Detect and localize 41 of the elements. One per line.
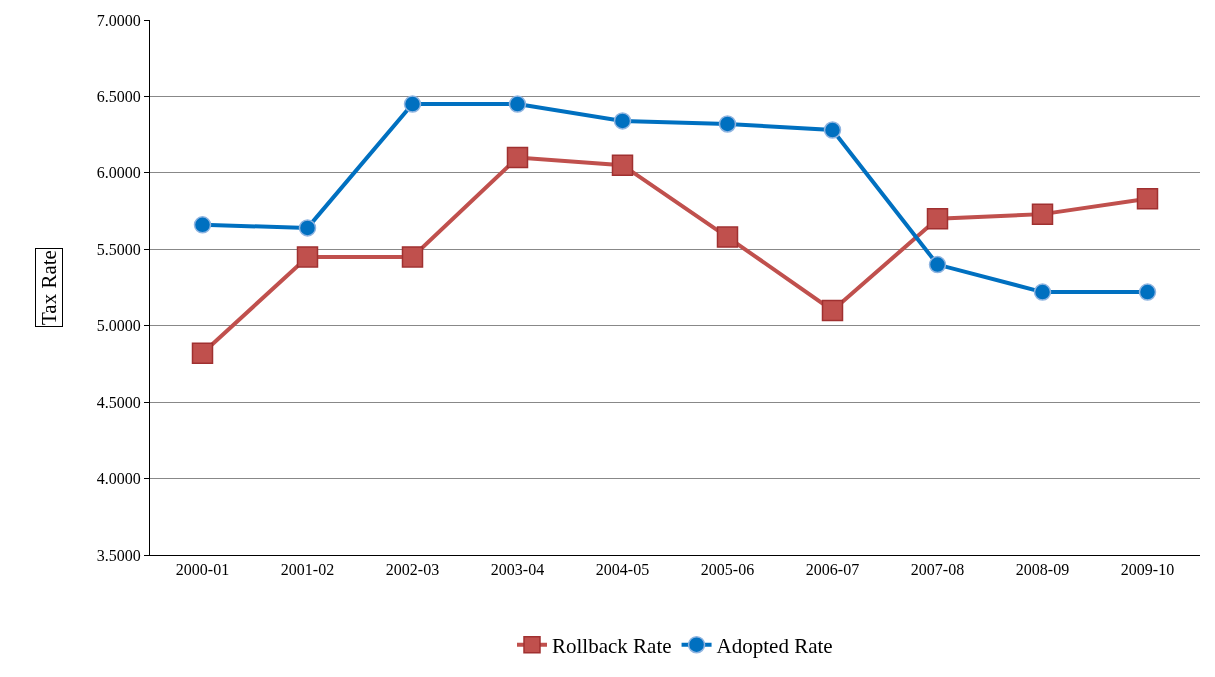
y-tick-label: 5.0000 (96, 317, 141, 335)
x-tick-label: 2000-01 (175, 561, 230, 579)
point (821, 299, 844, 322)
point (716, 226, 739, 248)
point (1033, 283, 1052, 301)
point (823, 121, 842, 139)
point (926, 207, 949, 230)
x-tick-label: 2009-10 (1120, 561, 1175, 579)
point (928, 255, 947, 274)
point (403, 95, 422, 113)
y-axis-title: Tax Rate (37, 250, 61, 325)
x-tick-label: 2001-02 (280, 561, 335, 579)
point (193, 216, 212, 234)
point (1136, 188, 1159, 210)
point (611, 154, 634, 176)
point (613, 112, 632, 130)
y-tick-label: 6.0000 (96, 164, 141, 182)
y-tick-label: 5.5000 (96, 240, 141, 258)
y-tick-label: 7.0000 (96, 11, 141, 29)
x-tick-label: 2007-08 (910, 561, 965, 579)
point (191, 342, 214, 364)
point (296, 246, 319, 268)
point (401, 246, 424, 268)
x-tick-label: 2003-04 (490, 561, 545, 579)
x-tick-label: 2005-06 (700, 561, 755, 579)
point (718, 115, 737, 133)
x-tick-label: 2006-07 (805, 561, 860, 579)
legend-label: Rollback Rate (552, 633, 672, 658)
x-tick-label: 2002-03 (385, 561, 440, 579)
point (1138, 283, 1157, 301)
y-tick-label: 4.0000 (96, 470, 141, 488)
point (506, 146, 529, 169)
y-tick-label: 4.5000 (96, 393, 141, 411)
point (1031, 203, 1054, 225)
legend-label: Adopted Rate (716, 633, 833, 658)
x-tick-label: 2004-05 (595, 561, 650, 579)
point (508, 95, 527, 113)
point (298, 219, 317, 237)
y-tick-label: 3.5000 (96, 546, 141, 564)
y-tick-label: 6.5000 (96, 88, 141, 106)
x-tick-label: 2008-09 (1015, 561, 1070, 579)
